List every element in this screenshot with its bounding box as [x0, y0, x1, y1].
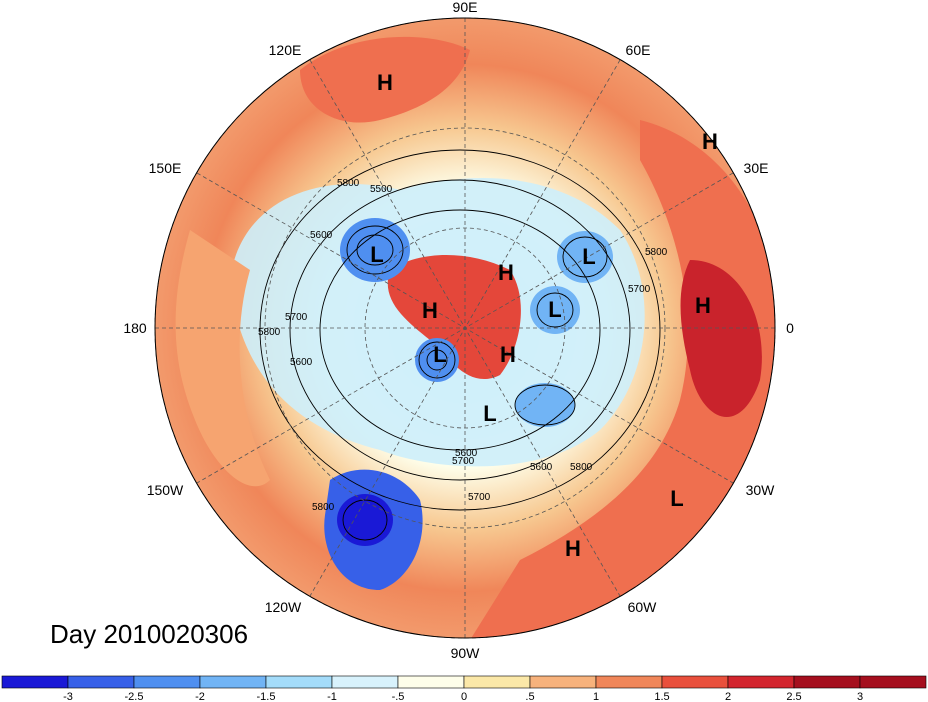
colorbar-cell [199, 675, 267, 689]
pressure-centers: H H L H L H L H L H H L L H [370, 70, 718, 561]
pressure-center-low: L [548, 297, 561, 322]
contour-label: 5500 [370, 184, 393, 195]
contour-label: 5800 [570, 462, 593, 473]
pressure-center-high: H [498, 260, 514, 285]
contour-labels: 5800 5500 5600 5700 5800 5600 5600 5800 … [258, 178, 668, 513]
contour-label: 5600 [290, 357, 313, 368]
pressure-center-high: H [565, 536, 581, 561]
map-border [154, 17, 776, 639]
colorbar-cell [265, 675, 333, 689]
colorbar-tick-label: 3 [857, 691, 863, 702]
colorbar-tick-label: .5 [525, 691, 534, 702]
colorbar: -3 -2.5 -2 -1.5 -1 -.5 0 .5 1 1.5 2 2.5 3 [1, 675, 927, 702]
lon-label-60e: 60E [626, 42, 651, 58]
lon-label-120e: 120E [269, 42, 302, 58]
colorbar-cell [1, 675, 69, 689]
contour-label: 5800 [312, 502, 335, 513]
pressure-center-high: H [695, 293, 711, 318]
contour-label: 5700 [468, 492, 491, 503]
colorbar-tick-label: 2 [725, 691, 731, 702]
pressure-center-low: L [433, 342, 446, 367]
polar-map: 90E 60E 30E 0 30W 60W 90W 120W 150W 180 … [123, 0, 794, 661]
lon-label-60w: 60W [628, 599, 658, 615]
pressure-center-low: L [670, 486, 683, 511]
colorbar-cell [793, 675, 861, 689]
colorbar-cell [595, 675, 663, 689]
colorbar-tick-label: -2.5 [125, 691, 144, 702]
colorbar-tick-label: -3 [63, 691, 73, 702]
pressure-center-high: H [500, 342, 516, 367]
contour-label: 5700 [285, 312, 308, 323]
colorbar-tick-label: -2 [195, 691, 205, 702]
colorbar-cell [529, 675, 597, 689]
pressure-center-low: L [370, 242, 383, 267]
pressure-center-low: L [483, 401, 496, 426]
colorbar-cell [661, 675, 729, 689]
contour-label: 5700 [628, 284, 651, 295]
pressure-center-high: H [422, 298, 438, 323]
colorbar-cell [133, 675, 201, 689]
colorbar-tick-label: 1.5 [654, 691, 669, 702]
longitude-labels: 90E 60E 30E 0 30W 60W 90W 120W 150W 180 … [123, 0, 794, 661]
colorbar-tick-label: -.5 [392, 691, 405, 702]
lon-label-180: 180 [123, 320, 147, 336]
lon-label-0: 0 [786, 320, 794, 336]
lon-label-120w: 120W [265, 599, 302, 615]
lon-label-90e: 90E [453, 0, 478, 15]
pressure-center-low: L [582, 244, 595, 269]
contour-label: 5700 [452, 456, 475, 467]
lon-label-30w: 30W [746, 482, 776, 498]
colorbar-tick-label: 1 [593, 691, 599, 702]
contour-label: 5600 [310, 230, 333, 241]
contour-label: 5600 [455, 448, 478, 459]
colorbar-cell [859, 675, 927, 689]
pressure-center-high: H [702, 129, 718, 154]
colorbar-cell [727, 675, 795, 689]
lon-label-150e: 150E [149, 160, 182, 176]
height-contours [259, 149, 661, 541]
contour-label: 5800 [337, 178, 360, 189]
contour-label: 5800 [645, 247, 668, 258]
lon-label-150w: 150W [147, 482, 184, 498]
day-label: Day 2010020306 [50, 619, 249, 649]
pressure-center-high: H [377, 70, 393, 95]
colorbar-tick-label: 2.5 [786, 691, 801, 702]
lon-label-90w: 90W [451, 645, 481, 661]
colorbar-cell [397, 675, 465, 689]
colorbar-cell [67, 675, 135, 689]
contour-label: 5600 [530, 462, 553, 473]
colorbar-tick-label: -1.5 [257, 691, 276, 702]
colorbar-tick-label: 0 [461, 691, 467, 702]
lon-label-30e: 30E [744, 160, 769, 176]
colorbar-tick-label: -1 [327, 691, 337, 702]
colorbar-cell [331, 675, 399, 689]
contour-label: 5800 [258, 327, 281, 338]
colorbar-cell [463, 675, 531, 689]
